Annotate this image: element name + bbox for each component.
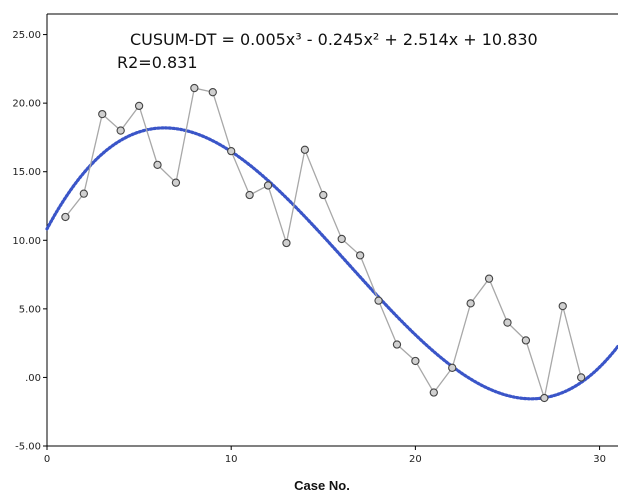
data-point	[282, 238, 291, 248]
r2-annotation: R2=0.831	[117, 53, 198, 72]
data-point	[61, 212, 70, 222]
data-point	[392, 340, 402, 349]
data-point	[208, 88, 217, 97]
data-point	[466, 299, 475, 308]
y-tick-label: 5.00	[19, 304, 41, 315]
x-tick-label: 20	[409, 454, 422, 465]
y-ticks: -5.00 .00 5.00 10.00 15.00 20.00 25.00	[12, 30, 47, 453]
data-point	[503, 318, 512, 327]
data-point	[245, 190, 254, 200]
x-tick-label: 30	[593, 454, 606, 465]
data-point	[374, 296, 383, 305]
data-point	[355, 251, 365, 260]
data-point	[448, 363, 457, 372]
y-tick-label: 15.00	[12, 167, 41, 178]
data-point	[484, 274, 494, 283]
data-point	[134, 101, 144, 111]
data-markers	[61, 83, 586, 403]
data-point	[98, 109, 107, 119]
y-tick-label: 20.00	[12, 99, 41, 110]
data-point	[227, 146, 236, 156]
data-point	[300, 145, 310, 154]
x-tick-label: 10	[225, 454, 238, 465]
data-point	[577, 373, 586, 382]
data-point	[429, 388, 438, 397]
data-point	[153, 160, 162, 170]
equation-annotation: CUSUM-DT = 0.005x³ - 0.245x² + 2.514x + …	[130, 30, 538, 49]
data-point	[521, 336, 531, 345]
fit-curve	[45, 126, 618, 401]
x-axis-label: Case No.	[294, 478, 350, 493]
data-point	[79, 189, 88, 198]
y-tick-label: 10.00	[12, 236, 41, 247]
y-tick-label: -5.00	[15, 442, 41, 453]
y-tick-label: 25.00	[12, 30, 41, 41]
data-point	[116, 126, 125, 135]
data-point	[319, 190, 328, 200]
data-point	[263, 181, 273, 190]
y-tick-label: .00	[25, 373, 41, 384]
data-point	[558, 301, 567, 311]
data-point	[171, 178, 181, 187]
x-tick-label: 0	[44, 454, 50, 465]
data-point	[411, 356, 420, 366]
data-point	[540, 393, 549, 403]
x-ticks: 0 10 20 30	[44, 446, 606, 465]
data-point	[190, 83, 199, 93]
data-point	[337, 234, 346, 244]
